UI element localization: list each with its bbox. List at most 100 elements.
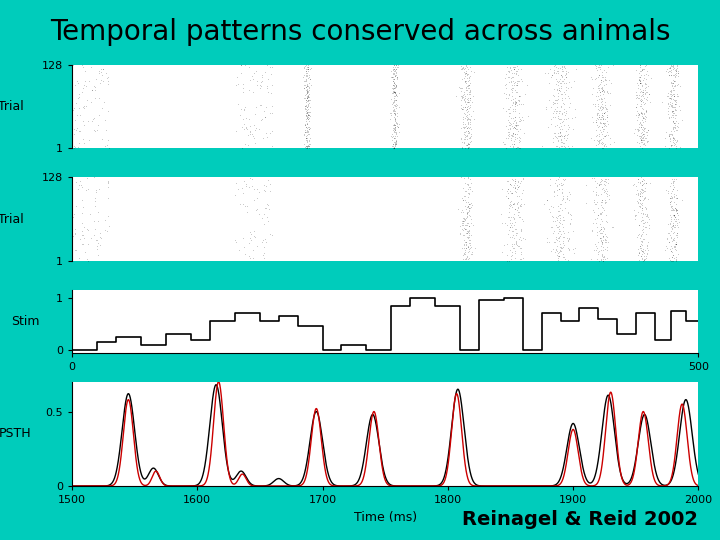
Point [240, 201, 251, 210]
Point [245, 253, 256, 262]
Point [562, 130, 574, 139]
Point [464, 94, 475, 103]
Point [244, 234, 256, 243]
Point [554, 200, 565, 208]
Point [595, 139, 607, 147]
Point [89, 82, 100, 90]
Point [390, 139, 402, 147]
Point [545, 73, 557, 82]
Point [390, 130, 402, 139]
Point [390, 83, 402, 91]
Point [561, 114, 572, 123]
Point [562, 195, 573, 204]
Point [671, 246, 683, 255]
Point [456, 225, 468, 234]
Point [238, 88, 249, 97]
Point [512, 183, 523, 191]
Point [503, 213, 514, 222]
Point [636, 136, 647, 145]
Point [505, 78, 517, 86]
Point [665, 179, 677, 187]
Point [595, 119, 606, 127]
Point [511, 100, 523, 109]
Point [456, 133, 467, 142]
Point [459, 103, 470, 111]
Point [301, 136, 312, 144]
Point [630, 212, 642, 220]
Point [305, 65, 316, 74]
Point [302, 72, 313, 80]
Point [668, 198, 680, 206]
Point [464, 139, 475, 148]
Point [554, 115, 565, 124]
Point [461, 103, 472, 111]
Point [638, 252, 649, 260]
Point [665, 211, 676, 220]
Point [600, 195, 611, 204]
Point [298, 76, 310, 85]
Point [251, 205, 263, 213]
Point [464, 190, 475, 199]
Point [389, 139, 400, 147]
Point [547, 91, 559, 99]
Point [556, 178, 567, 187]
Point [665, 219, 676, 228]
Point [388, 124, 400, 132]
Point [663, 238, 675, 247]
Point [461, 70, 472, 78]
Point [666, 256, 678, 265]
Point [557, 205, 568, 214]
Point [667, 99, 678, 107]
Point [459, 76, 471, 85]
Point [301, 119, 312, 128]
Point [555, 70, 567, 79]
Point [670, 67, 682, 76]
Point [557, 62, 568, 70]
Point [546, 223, 558, 232]
Point [235, 60, 246, 69]
Point [640, 79, 652, 88]
Point [557, 76, 568, 85]
Point [508, 81, 520, 90]
Point [260, 204, 271, 213]
Point [92, 251, 104, 259]
Point [668, 242, 680, 251]
Point [508, 69, 520, 77]
Point [507, 241, 518, 250]
Point [638, 176, 649, 184]
Point [99, 216, 110, 225]
Point [73, 110, 85, 119]
Point [638, 124, 649, 132]
Point [304, 136, 315, 144]
Point [640, 107, 652, 116]
Point [264, 230, 275, 238]
Point [459, 202, 470, 211]
Point [70, 116, 81, 124]
Point [602, 127, 613, 136]
Point [508, 107, 519, 116]
Point [97, 65, 109, 74]
Point [70, 125, 81, 134]
Point [671, 205, 683, 214]
Point [669, 140, 680, 149]
Point [466, 97, 477, 106]
Point [595, 256, 607, 265]
Point [459, 139, 470, 147]
Point [600, 245, 612, 254]
Point [258, 209, 270, 218]
Point [555, 84, 567, 92]
Point [554, 242, 566, 251]
Point [558, 108, 570, 117]
Point [637, 90, 649, 99]
Point [550, 69, 562, 77]
Point [388, 105, 400, 114]
Point [668, 215, 680, 224]
Point [631, 93, 643, 102]
Point [510, 231, 522, 240]
Point [390, 99, 402, 108]
Point [460, 86, 472, 94]
Point [600, 104, 612, 112]
Point [462, 82, 473, 91]
Point [552, 85, 563, 93]
Point [662, 107, 673, 116]
